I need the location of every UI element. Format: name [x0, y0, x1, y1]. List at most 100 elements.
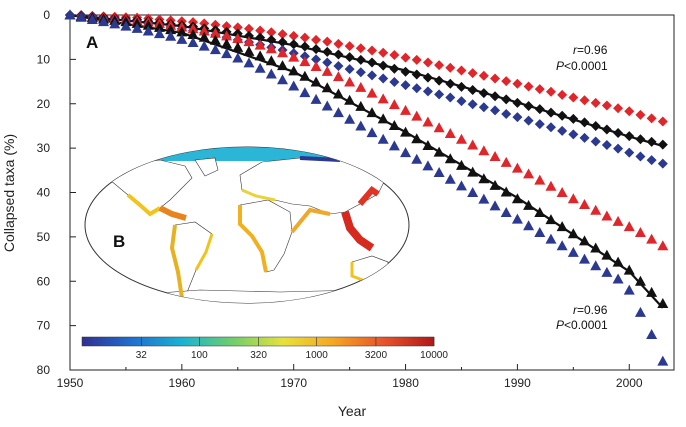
diamond-point: [411, 83, 422, 94]
triangle-point: [545, 214, 557, 225]
triangle-point: [657, 240, 669, 251]
triangle-point: [455, 159, 467, 170]
triangle-point: [344, 94, 356, 105]
diamond-point: [534, 84, 545, 95]
triangle-point: [355, 81, 367, 92]
diamond-point: [478, 70, 489, 81]
diamond-point: [210, 19, 221, 30]
diamond-point: [445, 92, 456, 103]
triangle-point: [277, 47, 289, 58]
triangle-point: [579, 198, 591, 209]
triangle-point: [277, 60, 289, 71]
diamond-point: [579, 132, 590, 143]
triangle-point: [400, 147, 412, 158]
diamond-point: [467, 68, 478, 79]
diamond-point: [322, 57, 333, 68]
diamond-point: [411, 54, 422, 65]
diamond-point: [355, 54, 366, 65]
annotation-upper-r-symbol: r: [573, 43, 578, 57]
diamond-point: [311, 54, 322, 65]
diamond-point: [478, 88, 489, 99]
diamond-point: [478, 102, 489, 113]
diamond-point: [579, 117, 590, 128]
diamond-point: [657, 116, 668, 127]
coast-africa-west: [238, 205, 268, 273]
triangle-point: [489, 200, 501, 211]
annotation-upper-r: r=0.96: [573, 43, 608, 57]
diamond-point: [299, 32, 310, 43]
annotation-lower-p-symbol: P: [556, 318, 564, 332]
diamond-point: [501, 108, 512, 119]
triangle-point: [623, 284, 635, 295]
triangle-point: [478, 193, 490, 204]
diamond-point: [434, 89, 445, 100]
triangle-point: [288, 80, 300, 91]
y-tick-label: 0: [43, 8, 50, 22]
data-points: [64, 9, 669, 366]
triangle-point: [634, 306, 646, 317]
colorbar-tick-label: 100: [191, 350, 208, 361]
diamond-point: [635, 151, 646, 162]
triangle-point: [556, 240, 568, 251]
triangle-point: [64, 9, 76, 20]
triangle-point: [254, 62, 266, 73]
x-axis-title: Year: [338, 403, 367, 419]
triangle-point: [590, 242, 602, 253]
colorbar-ticks: 32 100 320 1000 3200 10000: [136, 337, 448, 361]
triangle-point: [332, 107, 344, 118]
diamond-point: [400, 52, 411, 63]
diamond-point: [333, 61, 344, 72]
diamond-point: [311, 44, 322, 55]
colorbar-tick-label: 320: [250, 350, 267, 361]
diamond-point: [557, 89, 568, 100]
diamond-point: [232, 22, 243, 33]
triangle-point: [601, 210, 613, 221]
triangle-point: [243, 45, 255, 56]
triangle-point: [433, 146, 445, 157]
diamond-point: [590, 120, 601, 131]
triangle-point: [377, 133, 389, 144]
diamond-point: [322, 46, 333, 57]
diamond-point: [534, 119, 545, 130]
triangle-point: [579, 235, 591, 246]
diamond-point: [635, 134, 646, 145]
triangle-point: [109, 18, 121, 29]
colorbar-tick-label: 10000: [420, 350, 448, 361]
triangle-point: [265, 55, 277, 66]
diamond-point: [490, 73, 501, 84]
diamond-point: [333, 49, 344, 60]
triangle-point: [265, 43, 277, 54]
diamond-point: [243, 23, 254, 34]
coast-caribbean: [158, 205, 187, 221]
triangle-point: [377, 113, 389, 124]
triangle-point: [590, 204, 602, 215]
diamond-point: [255, 32, 266, 43]
diamond-point: [355, 67, 366, 78]
diamond-point: [512, 112, 523, 123]
triangle-point: [165, 24, 177, 35]
y-tick-label: 40: [37, 186, 51, 200]
diamond-point: [367, 57, 377, 68]
triangle-point: [232, 41, 244, 52]
triangle-point: [500, 186, 512, 197]
coast-s-america-east: [194, 233, 214, 271]
diamond-point: [311, 34, 322, 45]
colorbar-tick-label: 3200: [365, 350, 388, 361]
triangle-point: [355, 100, 367, 111]
triangle-point: [590, 260, 602, 271]
diamond-point: [255, 25, 266, 36]
diamond-point: [512, 78, 523, 89]
triangle-point: [265, 68, 277, 79]
diamond-point: [355, 43, 366, 54]
diamond-point: [601, 140, 612, 151]
diamond-point: [445, 62, 456, 73]
diamond-point: [434, 75, 445, 86]
diamond-point: [601, 124, 612, 135]
y-tick-label: 50: [37, 230, 51, 244]
triangle-point: [467, 187, 479, 197]
diamond-point: [646, 113, 657, 124]
triangle-point: [98, 16, 110, 27]
triangle-point: [646, 233, 658, 244]
y-tick-label: 80: [37, 363, 51, 377]
